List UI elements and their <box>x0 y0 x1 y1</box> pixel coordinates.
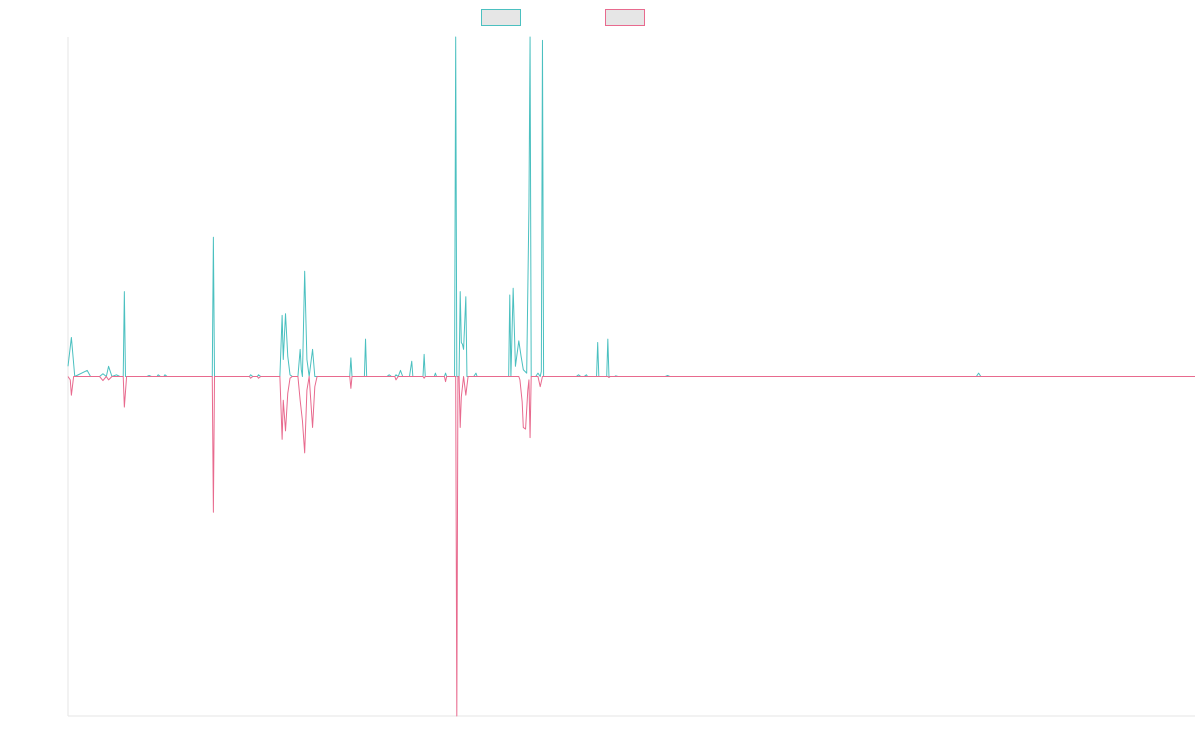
legend-item-2[interactable] <box>605 9 645 26</box>
chart-plot-area <box>67 36 1195 717</box>
legend-item-1[interactable] <box>481 9 521 26</box>
legend <box>481 9 645 26</box>
legend-swatch-1 <box>481 9 521 26</box>
series-line-1 <box>67 36 1195 377</box>
legend-swatch-2 <box>605 9 645 26</box>
series-line-2 <box>67 376 1195 717</box>
